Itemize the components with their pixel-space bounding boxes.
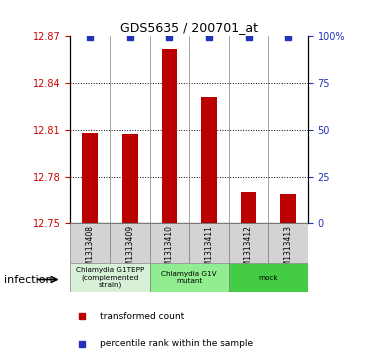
Bar (229, 263, 308, 292)
Bar (161, 49, 177, 223)
Text: Chlamydia G1TEPP
(complemented
strain): Chlamydia G1TEPP (complemented strain) (76, 267, 144, 288)
Title: GDS5635 / 200701_at: GDS5635 / 200701_at (120, 21, 258, 34)
Text: GSM1313410: GSM1313410 (165, 225, 174, 276)
Text: mock: mock (259, 275, 278, 281)
Bar (201, 97, 217, 223)
Bar (241, 192, 256, 223)
Bar (70, 263, 150, 292)
Bar (150, 223, 189, 263)
Text: GSM1313412: GSM1313412 (244, 225, 253, 276)
Text: GSM1313411: GSM1313411 (204, 225, 213, 276)
Bar (229, 223, 268, 263)
Bar (122, 134, 138, 223)
Bar (189, 223, 229, 263)
Text: percentile rank within the sample: percentile rank within the sample (100, 339, 253, 348)
Bar (268, 223, 308, 263)
Bar (110, 223, 150, 263)
Text: GSM1313413: GSM1313413 (284, 225, 293, 276)
Text: GSM1313409: GSM1313409 (125, 225, 134, 276)
Bar (82, 133, 98, 223)
Text: GSM1313408: GSM1313408 (86, 225, 95, 276)
Text: Chlamydia G1V
mutant: Chlamydia G1V mutant (161, 271, 217, 284)
Text: infection: infection (4, 275, 52, 285)
Bar (280, 193, 296, 223)
Bar (150, 263, 229, 292)
Bar (70, 223, 110, 263)
Text: transformed count: transformed count (100, 311, 184, 321)
